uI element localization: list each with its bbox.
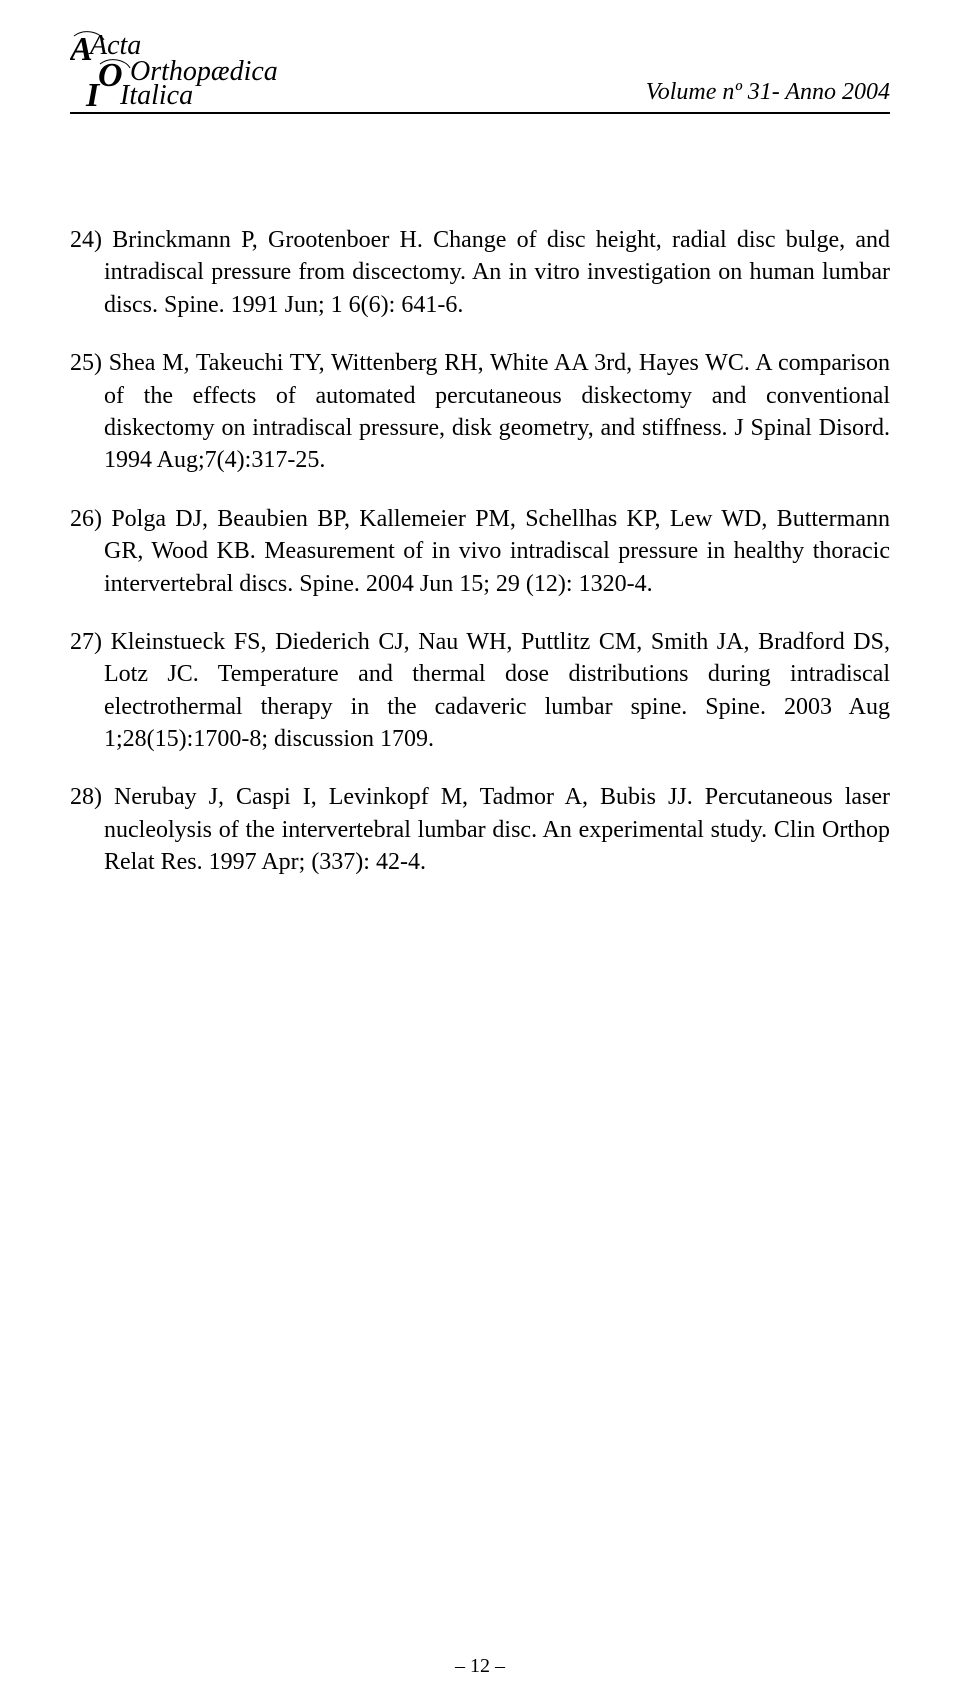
journal-logo-icon: Acta Orthopædica Italica A O I xyxy=(70,30,280,108)
reference-item: 24) Brinckmann P, Grootenboer H. Change … xyxy=(70,224,890,321)
references-list: 24) Brinckmann P, Grootenboer H. Change … xyxy=(70,224,890,879)
page-number: – 12 – xyxy=(0,1655,960,1678)
reference-item: 28) Nerubay J, Caspi I, Levinkopf M, Tad… xyxy=(70,781,890,878)
page-container: Acta Orthopædica Italica A O I Volume nº… xyxy=(0,0,960,1706)
volume-info: Volume nº 31- Anno 2004 xyxy=(646,79,890,108)
reference-item: 26) Polga DJ, Beaubien BP, Kallemeier PM… xyxy=(70,503,890,600)
journal-logo: Acta Orthopædica Italica A O I xyxy=(70,30,280,108)
svg-text:Italica: Italica xyxy=(119,80,193,108)
reference-item: 27) Kleinstueck FS, Diederich CJ, Nau WH… xyxy=(70,626,890,756)
reference-item: 25) Shea M, Takeuchi TY, Wittenberg RH, … xyxy=(70,347,890,477)
page-header: Acta Orthopædica Italica A O I Volume nº… xyxy=(70,30,890,114)
svg-text:A: A xyxy=(70,31,93,68)
svg-text:I: I xyxy=(85,77,101,108)
